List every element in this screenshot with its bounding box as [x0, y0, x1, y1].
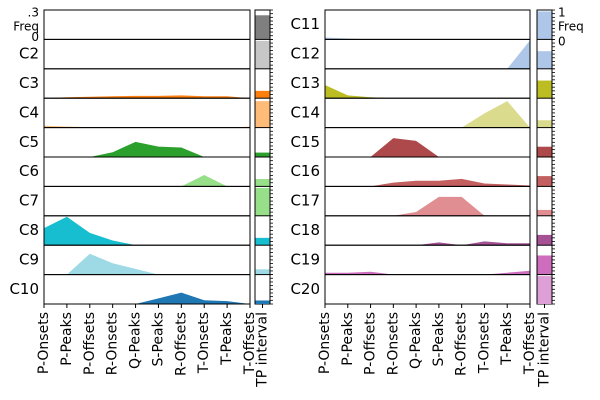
x-tick-label: P-Onsets — [317, 312, 333, 374]
row-label-c4: C4 — [19, 103, 39, 121]
area-c12 — [325, 40, 530, 69]
row-label-c14: C14 — [290, 103, 320, 121]
row-label-c15: C15 — [290, 133, 320, 151]
tp-interval-label: TP interval — [537, 312, 553, 388]
row-label-c5: C5 — [19, 133, 39, 151]
row-label-c20: C20 — [290, 280, 320, 298]
panel-c19 — [324, 244, 531, 276]
area-c18 — [325, 241, 530, 246]
tp-bar-c20 — [537, 276, 552, 304]
tp-bar-c5 — [255, 152, 270, 157]
tp-frame-c10 — [254, 274, 271, 305]
x-tick-label: P-Peaks — [59, 312, 75, 366]
x-tick-label: R-Offsets — [454, 312, 470, 376]
row-label-c8: C8 — [19, 221, 39, 239]
y-tick-label-bottom: 0 — [31, 30, 39, 44]
x-tick-label: T-Onsets — [196, 312, 212, 374]
y-axis-label: Freq — [13, 20, 39, 34]
tp-bar-c18 — [537, 234, 552, 246]
area-c15 — [325, 138, 530, 157]
row-label-c13: C13 — [290, 74, 320, 92]
x-tick-label: P-Offsets — [363, 312, 379, 375]
row-label-c18: C18 — [290, 221, 320, 239]
row-label-c10: C10 — [9, 280, 39, 298]
row-label-c2: C2 — [19, 45, 39, 63]
area-c17 — [325, 196, 530, 216]
area-c6 — [44, 175, 250, 187]
x-tick-label: S-Peaks — [150, 312, 166, 366]
x-tick-label: T-Peaks — [499, 312, 515, 366]
x-tick-label: P-Peaks — [340, 312, 356, 366]
row-label-c11: C11 — [290, 15, 320, 33]
row-label-c9: C9 — [19, 250, 39, 268]
tp-bar-c3 — [255, 90, 270, 99]
y-tick-label-top: .3 — [28, 6, 39, 20]
tp-bar-c1 — [255, 15, 270, 40]
x-tick-label: S-Peaks — [431, 312, 447, 366]
panel-c1 — [43, 9, 251, 40]
cbar-tick-bottom: 0 — [558, 35, 566, 49]
x-tick-label: T-Onsets — [476, 312, 492, 374]
x-tick-label: T-Offsets — [242, 312, 258, 375]
tp-bar-c12 — [537, 51, 552, 69]
panel-c13 — [324, 68, 531, 99]
tp-bar-c17 — [537, 209, 552, 216]
panel-c7 — [43, 185, 251, 217]
panel-c18 — [324, 215, 531, 246]
tp-interval-label: TP interval — [255, 312, 271, 388]
area-c10 — [44, 292, 250, 304]
x-tick-label: R-Onsets — [385, 312, 401, 375]
row-label-c12: C12 — [290, 45, 320, 63]
cbar-axis-label: Freq — [558, 20, 584, 34]
panel-c20 — [324, 274, 531, 305]
x-tick-label: R-Onsets — [105, 312, 121, 375]
x-tick-label: T-Peaks — [219, 312, 235, 366]
row-label-c16: C16 — [290, 162, 320, 180]
tp-bar-c9 — [255, 269, 270, 275]
x-tick-label: T-Offsets — [522, 312, 538, 375]
row-label-c17: C17 — [290, 192, 320, 210]
tp-bar-c2 — [255, 40, 270, 69]
tp-bar-c7 — [255, 187, 270, 216]
panel-c3 — [43, 68, 251, 99]
area-c3 — [44, 95, 250, 99]
area-c14 — [325, 101, 530, 128]
x-tick-label: Q-Peaks — [128, 312, 144, 369]
panel-c11 — [324, 9, 531, 40]
tp-bar-c4 — [255, 101, 270, 128]
x-tick-label: Q-Peaks — [408, 312, 424, 369]
row-label-c7: C7 — [19, 192, 39, 210]
x-tick-label: P-Onsets — [36, 312, 52, 374]
tp-bar-c10 — [255, 300, 270, 304]
area-c13 — [325, 84, 530, 99]
panel-c2 — [43, 38, 251, 70]
area-c8 — [44, 216, 250, 246]
area-c19 — [325, 270, 530, 275]
panel-c6 — [43, 156, 251, 187]
cbar-tick-top: 1 — [558, 6, 566, 20]
panel-c10 — [43, 274, 251, 305]
tp-bar-c19 — [537, 255, 552, 275]
panel-c12 — [324, 38, 531, 70]
panel-c4 — [43, 97, 251, 129]
x-tick-label: R-Offsets — [173, 312, 189, 376]
tp-bar-c16 — [537, 176, 552, 187]
area-c5 — [44, 141, 250, 157]
area-c16 — [325, 178, 530, 187]
area-c9 — [44, 253, 250, 275]
tp-bar-c11 — [537, 11, 552, 40]
tp-bar-c8 — [255, 237, 270, 246]
tp-bar-c15 — [537, 146, 552, 157]
tp-bar-c14 — [537, 120, 552, 128]
row-label-c19: C19 — [290, 250, 320, 268]
x-tick-label: P-Offsets — [82, 312, 98, 375]
tp-bar-c13 — [537, 80, 552, 99]
tp-bar-c6 — [255, 179, 270, 187]
row-label-c6: C6 — [19, 162, 39, 180]
row-label-c3: C3 — [19, 74, 39, 92]
